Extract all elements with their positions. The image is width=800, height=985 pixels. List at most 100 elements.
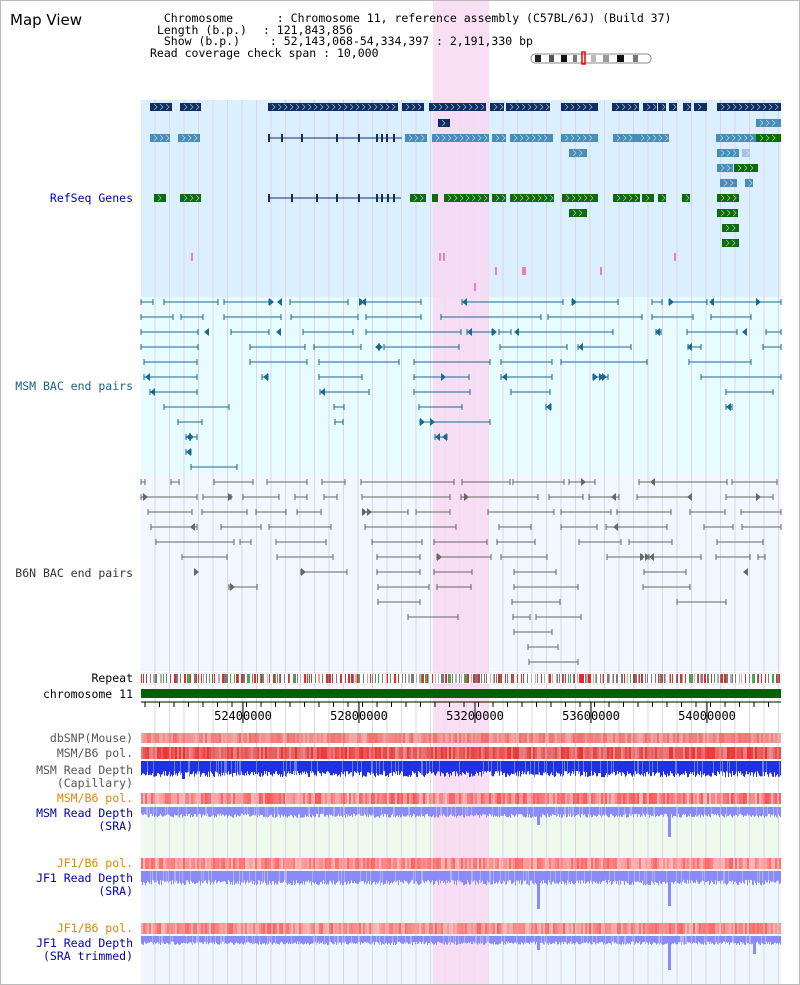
jf1-depth-trim-bar: [229, 936, 230, 944]
msm-depth-sra-bar: [673, 807, 674, 817]
gene-arrow: [444, 103, 449, 111]
msm-depth-cap-bar: [296, 761, 297, 776]
msm-depth-cap-bar: [662, 761, 663, 777]
jf1-b6-pol-strip: [475, 858, 477, 869]
jf1-depth-sra-bar: [315, 871, 316, 882]
msm-b6-pol2-strip: [215, 793, 217, 804]
dbsnp-strip: [729, 733, 731, 743]
msm-depth-sra-bar: [181, 807, 182, 815]
msm-depth-cap-bar: [614, 761, 615, 773]
jf1-b6-pol-strip: [393, 858, 395, 869]
repeat-element: [170, 674, 171, 683]
repeat-element: [473, 674, 475, 683]
jf1-b6-pol-strip: [431, 858, 433, 869]
jf1-depth-sra-bar: [204, 871, 205, 881]
jf1-depth-trim-bar: [394, 936, 395, 943]
dbsnp-strip: [397, 733, 399, 743]
jf1-b6-pol2-strip: [671, 923, 673, 934]
msm-depth-sra-bar: [699, 807, 700, 815]
msm-depth-sra-bar: [759, 807, 760, 816]
msm-depth-sra-bar: [292, 807, 293, 817]
jf1-b6-pol2-strip: [467, 923, 469, 934]
msm-bac-end-marker: [492, 328, 497, 336]
msm-depth-cap-bar: [540, 761, 541, 776]
msm-depth-cap-bar: [529, 761, 530, 775]
msm-depth-sra-bar: [238, 807, 239, 816]
msm-depth-cap-bar: [349, 761, 350, 774]
jf1-depth-sra-bar: [149, 871, 150, 884]
gene-exon: [387, 194, 389, 202]
jf1-b6-pol-strip: [691, 858, 693, 869]
jf1-b6-pol-strip: [331, 858, 333, 869]
msm-b6-pol-strip: [645, 747, 647, 759]
msm-b6-pol2-strip: [697, 793, 699, 804]
msm-depth-cap-bar: [605, 761, 606, 776]
dbsnp-strip: [277, 733, 279, 743]
repeat-element: [222, 674, 223, 683]
msm-depth-cap-bar: [285, 761, 286, 777]
jf1-depth-sra-bar: [622, 871, 623, 881]
jf1-depth-sra-bar: [438, 871, 439, 886]
msm-b6-pol-strip: [483, 747, 485, 759]
jf1-depth-sra-bar: [764, 871, 765, 885]
msm-depth-cap-bar: [661, 761, 662, 776]
msm-b6-pol-strip: [267, 747, 269, 759]
dbsnp-strip: [589, 733, 591, 743]
repeat-element: [237, 674, 238, 683]
msm-depth-sra-bar: [177, 807, 178, 816]
jf1-depth-trim-bar: [437, 936, 438, 943]
jf1-b6-pol2-strip: [409, 923, 411, 934]
jf1-depth-sra-bar: [155, 871, 156, 883]
repeat-element: [761, 674, 762, 683]
jf1-depth-trim-bar: [368, 936, 369, 943]
jf1-b6-pol2-strip: [217, 923, 219, 934]
jf1-depth-sra-bar: [653, 871, 654, 884]
repeat-element: [745, 674, 746, 683]
gene-arrow: [480, 103, 485, 111]
msm-depth-cap-bar: [244, 761, 245, 776]
jf1-depth-sra-bar: [478, 871, 479, 885]
jf1-b6-pol-strip: [593, 858, 595, 869]
msm-depth-sra-bar: [154, 807, 155, 818]
msm-depth-sra-bar: [200, 807, 201, 815]
msm-depth-sra-bar: [339, 807, 340, 817]
jf1-depth-sra-bar: [662, 871, 663, 883]
jf1-b6-pol-strip: [711, 858, 713, 869]
jf1-b6-pol2-strip: [739, 923, 741, 934]
msm-depth-cap-bar: [328, 761, 329, 772]
msm-depth-cap-bar: [464, 761, 465, 775]
repeat-element: [690, 674, 692, 683]
msm-depth-cap-bar: [279, 761, 280, 774]
jf1-depth-trim-bar: [407, 936, 408, 943]
jf1-depth-trim-bar: [281, 936, 282, 942]
jf1-b6-pol-strip: [293, 858, 295, 869]
jf1-depth-sra-bar: [436, 871, 437, 881]
msm-b6-pol2-strip: [685, 793, 687, 804]
jf1-b6-pol2-strip: [573, 923, 575, 934]
jf1-depth-trim-bar: [242, 936, 243, 944]
msm-depth-sra-bar: [193, 807, 194, 817]
jf1-depth-sra-bar: [376, 871, 377, 883]
jf1-depth-sra-bar: [184, 871, 185, 886]
msm-b6-pol-strip: [445, 747, 447, 759]
msm-b6-pol-strip: [555, 747, 557, 759]
jf1-depth-trim-bar: [165, 936, 166, 944]
msm-depth-sra-bar: [240, 807, 241, 816]
jf1-b6-pol-strip: [345, 858, 347, 869]
msm-depth-sra-bar: [350, 807, 351, 816]
jf1-depth-sra-bar: [674, 871, 675, 883]
jf1-b6-pol2-strip: [565, 923, 567, 934]
jf1-depth-trim-bar: [459, 936, 460, 944]
msm-depth-cap-bar: [705, 761, 706, 777]
msm-depth-sra-bar: [734, 807, 735, 816]
refseq-gene-dark: [658, 103, 666, 111]
msm-depth-sra-bar: [361, 807, 362, 816]
msm-depth-sra-bar: [511, 807, 512, 814]
msm-depth-sra-bar: [247, 807, 248, 815]
jf1-b6-pol-strip: [729, 858, 731, 869]
msm-b6-pol-strip: [255, 747, 257, 759]
jf1-depth-sra-bar: [318, 871, 319, 886]
dbsnp-strip: [625, 733, 627, 743]
msm-depth-cap-bar: [451, 761, 452, 776]
